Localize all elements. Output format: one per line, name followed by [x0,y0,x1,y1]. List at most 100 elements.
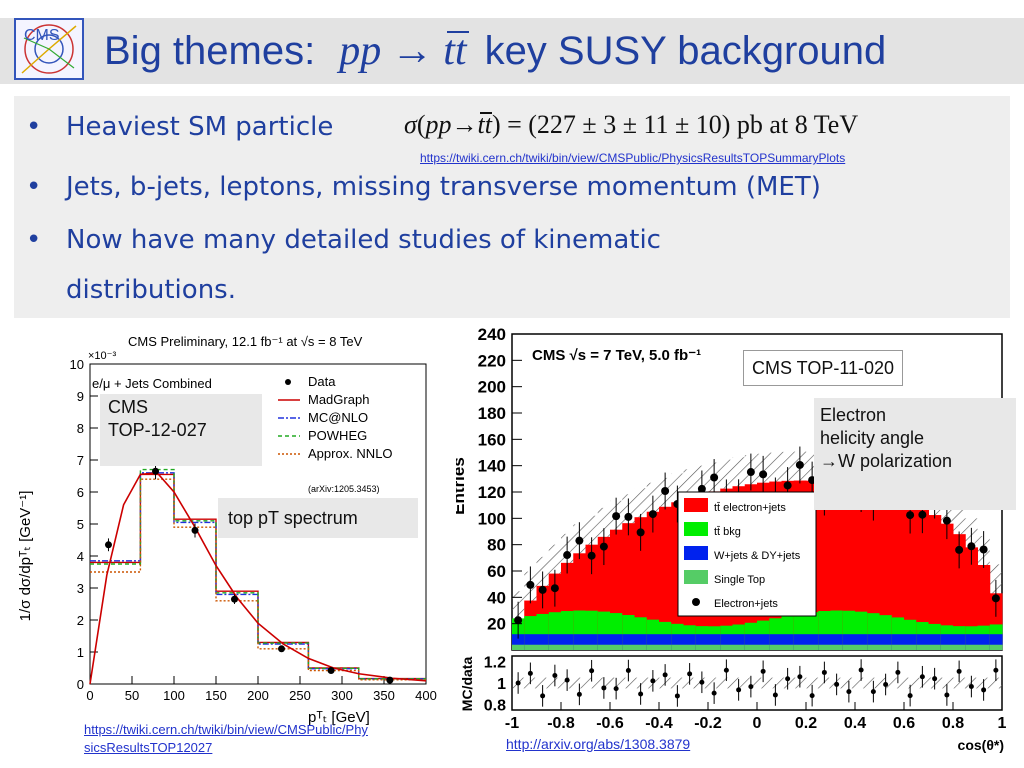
bar-single-top [512,644,525,650]
bar-ttbar-signal [879,492,893,650]
x-tick-label: 1 [998,715,1007,732]
x-tick-label: 100 [163,688,185,703]
callout-text: CMS TOP-11-020 [752,358,895,378]
bar-ttbar-signal [891,496,905,650]
data-point [327,667,335,675]
bar-single-top [585,644,599,650]
formula-rest: ) = (227 ± 3 ± 11 ± 10) pb at 8 TeV [491,110,859,139]
y-tick-label: 1 [77,645,84,660]
x-tick-label: 300 [331,688,353,703]
ratio-point [919,674,925,680]
bar-single-top [830,644,844,650]
ratio-point [540,693,546,699]
ratio-point [564,677,570,683]
ratio-point [932,676,938,682]
bar-single-top [683,644,697,650]
ratio-point [895,669,901,675]
title-math: pp → tt [339,27,469,75]
bar-ttbar-signal [646,511,660,650]
madgraph-curve [89,471,427,685]
arxiv-link[interactable]: http://arxiv.org/abs/1308.3879 [506,736,691,752]
bullet-dot: • [26,172,42,202]
ratio-axis-label: MC/data [459,657,475,712]
bullet-dot: • [26,225,42,255]
ratio-point [662,672,668,678]
bullet-dot: • [26,112,42,142]
data-point [697,484,706,493]
y-tick-label: 80 [487,536,506,555]
bar-single-top [904,644,917,650]
callout-line: Electron [820,405,887,425]
legend-label: tt̄ bkg [714,526,741,538]
x-tick-label: -0.4 [645,715,673,732]
y-tick-label: 3 [77,581,84,596]
data-point [599,542,608,551]
ratio-point [576,691,582,697]
x-tick-label: 0.4 [844,715,866,732]
y-tick-label: 100 [478,509,506,528]
y-tick-label: 4 [77,549,84,564]
title-pp: pp [339,28,382,74]
y-tick-label: 160 [478,430,506,449]
ratio-point [956,668,962,674]
y-tick-label: 180 [478,404,506,423]
ratio-point [515,680,521,686]
bar-single-top [536,644,550,650]
bullet-panel: • Heaviest SM particle • Jets, b-jets, l… [14,96,1010,318]
y-tick-label: 20 [487,615,506,634]
bullet-text: distributions. [66,275,236,305]
data-point [783,481,792,490]
title-bar [0,18,1024,84]
ratio-point [650,678,656,684]
y-tick-label: 60 [487,562,506,581]
data-point [906,511,915,520]
bar-ttbar-signal [634,517,648,650]
top12027-link-line2[interactable]: sicsResultsTOP12027 [84,740,213,755]
bar-ttbar-signal [855,486,868,650]
bullet-text: Jets, b-jets, leptons, missing transvers… [66,172,821,202]
bar-ttbar-signal [965,547,978,650]
slide-title: Big themes: pp → tt key SUSY background [104,22,886,80]
bar-single-top [818,644,831,650]
x-tick-label: 250 [289,688,311,703]
x-tick-label: 0.8 [942,715,964,732]
y-tick-label: 6 [77,485,84,500]
title-prefix: Big themes: [104,28,316,73]
legend-marker [285,379,291,385]
bar-single-top [989,644,1003,650]
data-point [991,594,1000,603]
ratio-band [512,677,1002,689]
bar-single-top [708,644,721,650]
x-tick-label: 150 [205,688,227,703]
ratio-point [687,671,693,677]
formula-open: ( [416,110,426,139]
bar-ttbar-signal [830,482,844,650]
series-powheg [90,468,426,680]
x-tick-label: 0.6 [893,715,915,732]
bar-ttbar-signal [953,534,966,650]
ratio-point [736,687,742,693]
bar-single-top [659,644,672,650]
legend-label: Approx. NNLO [308,446,393,461]
top12027-link-line1[interactable]: https://twiki.cern.ch/twiki/bin/view/CMS… [84,722,368,737]
logo-text: CMS [24,27,60,44]
ratio-point [589,668,595,674]
ratio-point [785,676,791,682]
callout-line: helicity angle [820,428,925,448]
data-point [759,470,768,479]
ratio-point [760,668,766,674]
ratio-point [834,681,840,687]
summary-link[interactable]: https://twiki.cern.ch/twiki/bin/view/CMS… [420,151,846,165]
bar-ttbar-signal [916,507,929,650]
bullet-text: Now have many detailed studies of kinema… [66,225,661,255]
ratio-point [870,689,876,695]
x-tick-label: 400 [415,688,437,703]
y-tick-label: 0 [77,677,84,692]
ratio-point [638,691,644,697]
legend-swatch [684,546,708,560]
bar-single-top [524,644,537,650]
legend-swatch [684,522,708,536]
bar-single-top [720,644,733,650]
bar-single-top [573,644,586,650]
ratio-point [748,684,754,690]
